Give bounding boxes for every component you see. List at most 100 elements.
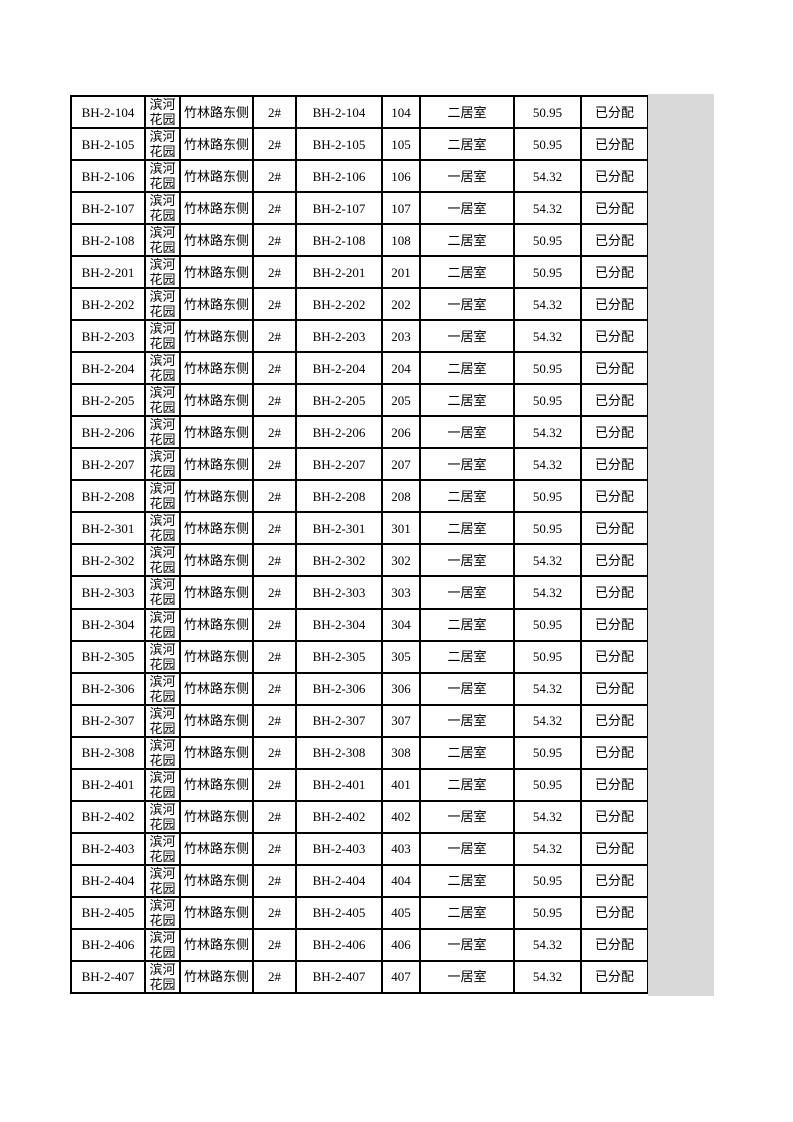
status-cell: 已分配 [580, 447, 649, 482]
table-row: BH-2-107 滨河花园 竹林路东侧 2# BH-2-107 107 一居室 54.32 已分… [70, 191, 649, 226]
location-cell: 竹林路东侧 [179, 895, 254, 930]
building-no-cell: 2# [252, 703, 297, 738]
unit-code-cell: BH-2-308 [70, 735, 146, 770]
building-no-cell: 2# [252, 447, 297, 482]
room-type-cell: 二居室 [419, 607, 515, 642]
estate-name-cell: 滨河花园 [144, 959, 181, 995]
building-no-cell: 2# [252, 799, 297, 834]
building-no-cell: 2# [252, 223, 297, 258]
estate-name-cell: 滨河花园 [144, 735, 181, 770]
status-cell: 已分配 [580, 927, 649, 962]
room-code-cell: BH-2-105 [295, 127, 383, 162]
location-cell: 竹林路东侧 [179, 191, 254, 226]
room-type-cell: 一居室 [419, 319, 515, 354]
status-cell: 已分配 [580, 191, 649, 226]
area-cell: 50.95 [513, 639, 582, 674]
unit-code-cell: BH-2-106 [70, 159, 146, 194]
building-no-cell: 2# [252, 415, 297, 450]
room-no-cell: 104 [381, 94, 421, 130]
estate-name-cell: 滨河花园 [144, 799, 181, 834]
area-cell: 50.95 [513, 863, 582, 898]
location-cell: 竹林路东侧 [179, 639, 254, 674]
room-code-cell: BH-2-302 [295, 543, 383, 578]
room-type-cell: 一居室 [419, 959, 515, 995]
status-cell: 已分配 [580, 511, 649, 546]
room-type-cell: 一居室 [419, 703, 515, 738]
table-row: BH-2-105 滨河花园 竹林路东侧 2# BH-2-105 105 二居室 50.95 已分… [70, 127, 649, 162]
room-type-cell: 二居室 [419, 639, 515, 674]
unit-code-cell: BH-2-406 [70, 927, 146, 962]
table-row: BH-2-308 滨河花园 竹林路东侧 2# BH-2-308 308 二居室 50.95 已分… [70, 735, 649, 770]
building-no-cell: 2# [252, 159, 297, 194]
status-cell: 已分配 [580, 159, 649, 194]
room-code-cell: BH-2-107 [295, 191, 383, 226]
table-row: BH-2-108 滨河花园 竹林路东侧 2# BH-2-108 108 二居室 50.95 已分… [70, 223, 649, 258]
unit-code-cell: BH-2-204 [70, 351, 146, 386]
table-row: BH-2-202 滨河花园 竹林路东侧 2# BH-2-202 202 一居室 54.32 已分… [70, 287, 649, 322]
location-cell: 竹林路东侧 [179, 255, 254, 290]
building-no-cell: 2# [252, 383, 297, 418]
status-cell: 已分配 [580, 607, 649, 642]
location-cell: 竹林路东侧 [179, 959, 254, 995]
table-body: BH-2-104 滨河花园 竹林路东侧 2# BH-2-104 104 二居室 50.95 已分… [70, 94, 649, 995]
area-cell: 50.95 [513, 351, 582, 386]
room-type-cell: 一居室 [419, 447, 515, 482]
room-no-cell: 405 [381, 895, 421, 930]
building-no-cell: 2# [252, 511, 297, 546]
building-no-cell: 2# [252, 479, 297, 514]
status-cell: 已分配 [580, 543, 649, 578]
estate-name-cell: 滨河花园 [144, 351, 181, 386]
location-cell: 竹林路东侧 [179, 767, 254, 802]
room-code-cell: BH-2-205 [295, 383, 383, 418]
room-no-cell: 207 [381, 447, 421, 482]
room-type-cell: 一居室 [419, 191, 515, 226]
room-no-cell: 203 [381, 319, 421, 354]
room-type-cell: 一居室 [419, 575, 515, 610]
unit-code-cell: BH-2-206 [70, 415, 146, 450]
building-no-cell: 2# [252, 767, 297, 802]
unit-code-cell: BH-2-405 [70, 895, 146, 930]
location-cell: 竹林路东侧 [179, 351, 254, 386]
room-code-cell: BH-2-305 [295, 639, 383, 674]
room-code-cell: BH-2-406 [295, 927, 383, 962]
location-cell: 竹林路东侧 [179, 735, 254, 770]
building-no-cell: 2# [252, 607, 297, 642]
estate-name-cell: 滨河花园 [144, 415, 181, 450]
estate-name-cell: 滨河花园 [144, 511, 181, 546]
area-cell: 50.95 [513, 511, 582, 546]
estate-name-cell: 滨河花园 [144, 319, 181, 354]
building-no-cell: 2# [252, 863, 297, 898]
room-type-cell: 一居室 [419, 159, 515, 194]
room-type-cell: 二居室 [419, 735, 515, 770]
status-cell: 已分配 [580, 94, 649, 130]
room-code-cell: BH-2-208 [295, 479, 383, 514]
room-code-cell: BH-2-405 [295, 895, 383, 930]
table-row: BH-2-302 滨河花园 竹林路东侧 2# BH-2-302 302 一居室 54.32 已分… [70, 543, 649, 578]
table-row: BH-2-402 滨河花园 竹林路东侧 2# BH-2-402 402 一居室 54.32 已分… [70, 799, 649, 834]
area-cell: 50.95 [513, 383, 582, 418]
room-code-cell: BH-2-104 [295, 94, 383, 130]
table-row: BH-2-305 滨河花园 竹林路东侧 2# BH-2-305 305 二居室 50.95 已分… [70, 639, 649, 674]
table-row: BH-2-207 滨河花园 竹林路东侧 2# BH-2-207 207 一居室 54.32 已分… [70, 447, 649, 482]
area-cell: 54.32 [513, 319, 582, 354]
unit-code-cell: BH-2-305 [70, 639, 146, 674]
room-code-cell: BH-2-207 [295, 447, 383, 482]
table-row: BH-2-204 滨河花园 竹林路东侧 2# BH-2-204 204 二居室 50.95 已分… [70, 351, 649, 386]
area-cell: 54.32 [513, 575, 582, 610]
status-cell: 已分配 [580, 671, 649, 706]
area-cell: 54.32 [513, 959, 582, 995]
room-code-cell: BH-2-106 [295, 159, 383, 194]
location-cell: 竹林路东侧 [179, 511, 254, 546]
unit-code-cell: BH-2-307 [70, 703, 146, 738]
room-code-cell: BH-2-402 [295, 799, 383, 834]
housing-allocation-table: BH-2-104 滨河花园 竹林路东侧 2# BH-2-104 104 二居室 50.95 已分… [70, 94, 649, 995]
estate-name-cell: 滨河花园 [144, 287, 181, 322]
room-code-cell: BH-2-203 [295, 319, 383, 354]
room-code-cell: BH-2-108 [295, 223, 383, 258]
table-row: BH-2-208 滨河花园 竹林路东侧 2# BH-2-208 208 二居室 50.95 已分… [70, 479, 649, 514]
building-no-cell: 2# [252, 671, 297, 706]
table-row: BH-2-304 滨河花园 竹林路东侧 2# BH-2-304 304 二居室 50.95 已分… [70, 607, 649, 642]
room-no-cell: 108 [381, 223, 421, 258]
estate-name-cell: 滨河花园 [144, 895, 181, 930]
room-no-cell: 404 [381, 863, 421, 898]
